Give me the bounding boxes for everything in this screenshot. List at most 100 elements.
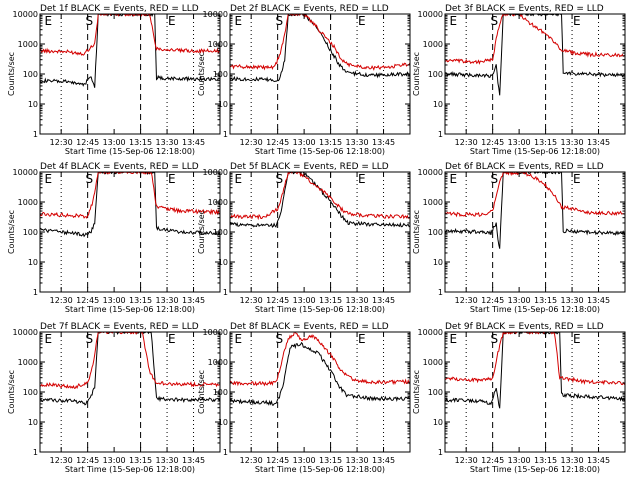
x-tick-label: 12:30 [455,296,478,305]
marker-label: E [45,14,53,28]
y-tick-label: 10 [28,418,38,427]
y-axis-label: Counts/sec [197,52,206,96]
y-tick-label: 100 [23,228,38,237]
marker-label: E [168,332,176,346]
y-tick-label: 100 [213,70,228,79]
panel-title: Det 2f BLACK = Events, RED = LLD [230,4,389,14]
y-axis-label: Counts/sec [197,210,206,254]
marker-label: E [168,172,176,186]
marker-label: E [235,14,243,28]
x-tick-label: 12:30 [240,456,263,465]
series-lld [40,172,220,219]
panel-title: Det 6f BLACK = Events, RED = LLD [445,162,604,172]
series-lld [230,14,410,71]
y-tick-label: 1 [438,130,443,139]
x-tick-label: 12:45 [481,138,504,147]
panel-title: Det 8f BLACK = Events, RED = LLD [230,322,389,332]
panel-title: Det 9f BLACK = Events, RED = LLD [445,322,604,332]
x-tick-label: 13:45 [372,456,395,465]
x-tick-label: 13:30 [346,456,369,465]
y-axis-label: Counts/sec [412,52,421,96]
series-events [230,14,410,83]
y-axis-label: Counts/sec [412,210,421,254]
y-tick-label: 10 [218,418,228,427]
x-tick-label: 13:00 [103,296,126,305]
marker-label: S [276,14,284,28]
y-tick-label: 1000 [18,358,38,367]
series-lld [445,172,625,218]
series-events [230,341,410,406]
x-tick-label: 13:00 [508,296,531,305]
y-axis-label: Counts/sec [7,52,16,96]
series-lld [230,172,410,221]
x-tick-label: 13:45 [587,138,610,147]
y-tick-label: 1 [223,288,228,297]
series-events [40,172,220,238]
x-tick-label: 13:45 [182,138,205,147]
x-tick-label: 13:15 [129,456,152,465]
y-tick-label: 1000 [208,198,228,207]
x-tick-label: 12:30 [455,138,478,147]
y-tick-label: 10000 [13,168,38,177]
panel-title: Det 7f BLACK = Events, RED = LLD [40,322,199,332]
series-events [445,14,625,96]
y-tick-label: 10000 [203,168,228,177]
x-tick-label: 12:30 [240,296,263,305]
series-lld [40,332,220,389]
y-tick-label: 10 [433,258,443,267]
plot-frame [39,13,221,135]
marker-label: S [86,332,94,346]
x-tick-label: 13:00 [103,138,126,147]
x-tick-label: 13:30 [561,456,584,465]
x-tick-label: 12:45 [481,296,504,305]
plot-frame [229,331,411,453]
x-tick-label: 13:30 [156,296,179,305]
y-tick-label: 10000 [418,168,443,177]
y-tick-label: 1 [33,448,38,457]
x-tick-label: 12:30 [455,456,478,465]
marker-label: E [573,172,581,186]
y-tick-label: 1000 [18,40,38,49]
x-tick-label: 13:30 [156,138,179,147]
x-tick-label: 13:30 [561,296,584,305]
marker-label: E [358,14,366,28]
y-tick-label: 10 [28,100,38,109]
x-tick-label: 12:30 [50,456,73,465]
y-tick-label: 1 [438,288,443,297]
x-tick-label: 12:45 [76,456,99,465]
x-tick-label: 13:00 [508,138,531,147]
x-axis-label: Start Time (15-Sep-06 12:18:00) [470,147,600,156]
x-tick-label: 13:00 [508,456,531,465]
x-tick-label: 13:30 [346,296,369,305]
series-lld [445,14,625,65]
y-axis-label: Counts/sec [7,210,16,254]
panel-title: Det 4f BLACK = Events, RED = LLD [40,162,199,172]
x-tick-label: 13:15 [319,296,342,305]
y-tick-label: 10000 [13,10,38,19]
x-tick-label: 13:15 [319,138,342,147]
y-axis-label: Counts/sec [7,370,16,414]
y-tick-label: 1000 [423,198,443,207]
y-tick-label: 100 [213,228,228,237]
marker-label: E [358,332,366,346]
x-tick-label: 13:15 [534,456,557,465]
marker-label: S [276,172,284,186]
series-events [40,332,220,406]
y-tick-label: 1000 [18,198,38,207]
y-tick-label: 10 [433,418,443,427]
x-tick-label: 12:45 [76,296,99,305]
marker-label: E [573,14,581,28]
x-axis-label: Start Time (15-Sep-06 12:18:00) [470,305,600,314]
series-lld [230,332,410,387]
x-tick-label: 13:15 [129,296,152,305]
y-tick-label: 1000 [423,40,443,49]
x-tick-label: 12:45 [266,296,289,305]
